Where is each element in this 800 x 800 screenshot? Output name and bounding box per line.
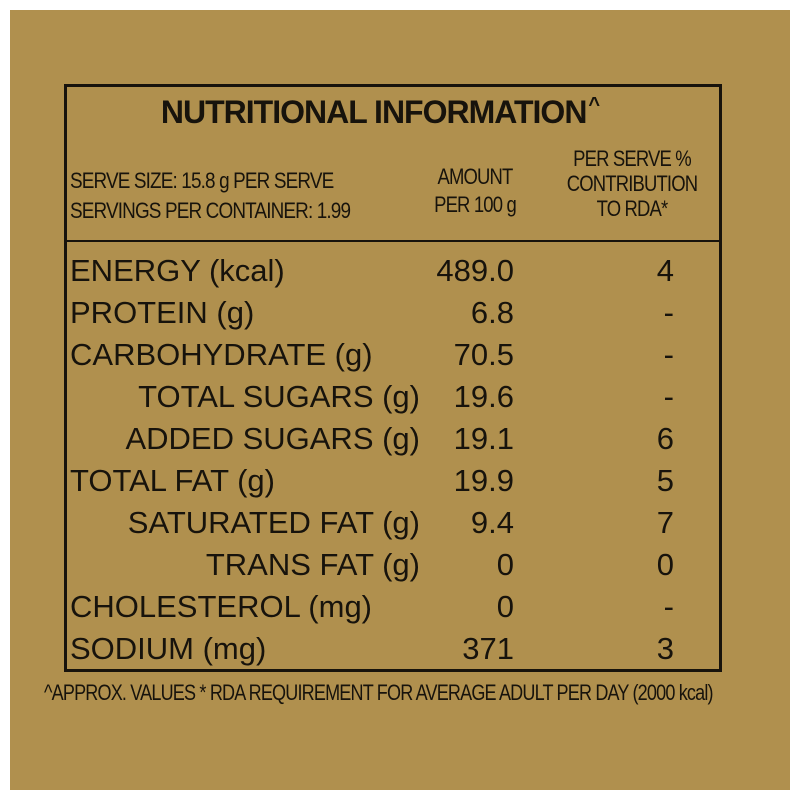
rda-contribution: - bbox=[663, 337, 674, 372]
amount-per-100g: 371 bbox=[462, 631, 514, 666]
header-divider-right bbox=[410, 240, 722, 242]
rda-contribution: - bbox=[663, 589, 674, 624]
title-approx-mark: ^ bbox=[588, 94, 600, 116]
rda-contribution: 6 bbox=[656, 421, 674, 456]
nutrient-label: TOTAL SUGARS (g) bbox=[138, 379, 420, 414]
table-row: SODIUM (mg) 371 3 bbox=[0, 628, 800, 670]
rda-contribution: 4 bbox=[656, 253, 674, 288]
amount-per-100g: 19.9 bbox=[453, 463, 514, 498]
rda-contribution: 0 bbox=[656, 547, 674, 582]
rda-contribution: - bbox=[663, 379, 674, 414]
column-header-amount: AMOUNT PER 100 g bbox=[425, 163, 526, 219]
table-row: CHOLESTEROL (mg) 0 - bbox=[0, 586, 800, 628]
amount-per-100g: 0 bbox=[496, 547, 514, 582]
amount-per-100g: 19.1 bbox=[453, 421, 514, 456]
footnote: ^APPROX. VALUES * RDA REQUIREMENT FOR AV… bbox=[44, 680, 714, 705]
table-row: ENERGY (kcal) 489.0 4 bbox=[0, 250, 800, 292]
column-header-amount-line1: AMOUNT bbox=[437, 164, 513, 189]
rda-contribution: 7 bbox=[656, 505, 674, 540]
nutrient-label: ENERGY (kcal) bbox=[70, 253, 285, 288]
label-background bbox=[10, 10, 790, 790]
table-row: CARBOHYDRATE (g) 70.5 - bbox=[0, 334, 800, 376]
nutrient-label: SATURATED FAT (g) bbox=[127, 505, 420, 540]
column-header-rda-line2: CONTRIBUTION bbox=[566, 171, 698, 196]
nutrient-label: TOTAL FAT (g) bbox=[70, 463, 275, 498]
nutrient-label: SODIUM (mg) bbox=[70, 631, 267, 666]
amount-per-100g: 70.5 bbox=[453, 337, 514, 372]
nutrient-label: TRANS FAT (g) bbox=[205, 547, 420, 582]
amount-per-100g: 6.8 bbox=[470, 295, 514, 330]
column-header-rda-line1: PER SERVE % bbox=[573, 146, 692, 171]
amount-per-100g: 19.6 bbox=[453, 379, 514, 414]
table-row: SATURATED FAT (g) 9.4 7 bbox=[0, 502, 800, 544]
nutrient-label: CARBOHYDRATE (g) bbox=[70, 337, 373, 372]
column-header-amount-line2: PER 100 g bbox=[434, 192, 517, 217]
nutrient-label: CHOLESTEROL (mg) bbox=[70, 589, 373, 624]
table-row: TRANS FAT (g) 0 0 bbox=[0, 544, 800, 586]
header-divider-left bbox=[67, 240, 410, 242]
table-row: PROTEIN (g) 6.8 - bbox=[0, 292, 800, 334]
nutrition-table-border bbox=[64, 84, 722, 672]
table-row: TOTAL SUGARS (g) 19.6 - bbox=[0, 376, 800, 418]
column-header-rda: PER SERVE % CONTRIBUTION TO RDA* bbox=[565, 146, 699, 221]
serving-info: SERVE SIZE: 15.8 g PER SERVE SERVINGS PE… bbox=[70, 166, 351, 226]
amount-per-100g: 9.4 bbox=[470, 505, 514, 540]
nutrient-label: ADDED SUGARS (g) bbox=[125, 421, 420, 456]
amount-per-100g: 0 bbox=[496, 589, 514, 624]
serve-size: SERVE SIZE: 15.8 g PER SERVE bbox=[70, 168, 334, 193]
rda-contribution: 3 bbox=[656, 631, 674, 666]
table-row: ADDED SUGARS (g) 19.1 6 bbox=[0, 418, 800, 460]
nutrient-label: PROTEIN (g) bbox=[70, 295, 255, 330]
column-header-rda-line3: TO RDA* bbox=[596, 196, 669, 221]
title-text: NUTRITIONAL INFORMATION bbox=[160, 94, 588, 130]
rda-contribution: - bbox=[663, 295, 674, 330]
servings-per-container: SERVINGS PER CONTAINER: 1.99 bbox=[70, 198, 351, 223]
nutrition-title: NUTRITIONAL INFORMATION ^ bbox=[100, 94, 660, 131]
amount-per-100g: 489.0 bbox=[436, 253, 514, 288]
table-row: TOTAL FAT (g) 19.9 5 bbox=[0, 460, 800, 502]
rda-contribution: 5 bbox=[656, 463, 674, 498]
nutrient-rows: ENERGY (kcal) 489.0 4 PROTEIN (g) 6.8 - … bbox=[0, 250, 800, 670]
